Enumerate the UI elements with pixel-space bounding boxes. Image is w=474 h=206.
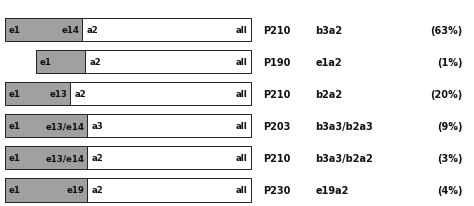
- Text: e1: e1: [9, 186, 20, 194]
- Text: P230: P230: [263, 185, 291, 195]
- Text: a2: a2: [92, 154, 104, 163]
- Text: e1: e1: [9, 154, 20, 163]
- Text: e19a2: e19a2: [315, 185, 348, 195]
- Text: all: all: [236, 122, 247, 131]
- Text: a2: a2: [92, 186, 104, 194]
- Text: e1: e1: [9, 26, 20, 35]
- Text: e13/e14: e13/e14: [46, 154, 84, 163]
- Bar: [5, 19, 251, 42]
- Text: (20%): (20%): [430, 89, 462, 99]
- Bar: [5, 115, 87, 138]
- Text: all: all: [236, 186, 247, 194]
- Text: a2: a2: [87, 26, 99, 35]
- Bar: [5, 83, 70, 106]
- Text: all: all: [236, 58, 247, 67]
- Text: all: all: [236, 154, 247, 163]
- Text: P210: P210: [263, 153, 291, 163]
- Text: P190: P190: [263, 57, 291, 67]
- Text: (63%): (63%): [430, 25, 462, 35]
- Bar: [36, 51, 251, 74]
- Text: P203: P203: [263, 121, 291, 131]
- Text: all: all: [236, 26, 247, 35]
- Text: a2: a2: [75, 90, 87, 99]
- Text: (9%): (9%): [437, 121, 462, 131]
- Text: (3%): (3%): [437, 153, 462, 163]
- Text: e13: e13: [49, 90, 67, 99]
- Bar: [5, 115, 251, 138]
- Text: e19: e19: [66, 186, 84, 194]
- Bar: [36, 51, 85, 74]
- Text: P210: P210: [263, 89, 291, 99]
- Text: a2: a2: [90, 58, 101, 67]
- Text: b2a2: b2a2: [315, 89, 342, 99]
- Text: e1: e1: [9, 90, 20, 99]
- Text: (1%): (1%): [437, 57, 462, 67]
- Text: e1a2: e1a2: [315, 57, 342, 67]
- Text: b3a3/b2a3: b3a3/b2a3: [315, 121, 373, 131]
- Text: (4%): (4%): [437, 185, 462, 195]
- Bar: [5, 147, 251, 170]
- Bar: [5, 19, 82, 42]
- Bar: [5, 83, 251, 106]
- Text: b3a2: b3a2: [315, 25, 342, 35]
- Bar: [5, 179, 251, 201]
- Text: a3: a3: [92, 122, 104, 131]
- Bar: [5, 179, 87, 201]
- Text: b3a3/b2a2: b3a3/b2a2: [315, 153, 373, 163]
- Text: e1: e1: [39, 58, 51, 67]
- Bar: [5, 147, 87, 170]
- Text: e13/e14: e13/e14: [46, 122, 84, 131]
- Text: all: all: [236, 90, 247, 99]
- Text: P210: P210: [263, 25, 291, 35]
- Text: e14: e14: [62, 26, 80, 35]
- Text: e1: e1: [9, 122, 20, 131]
